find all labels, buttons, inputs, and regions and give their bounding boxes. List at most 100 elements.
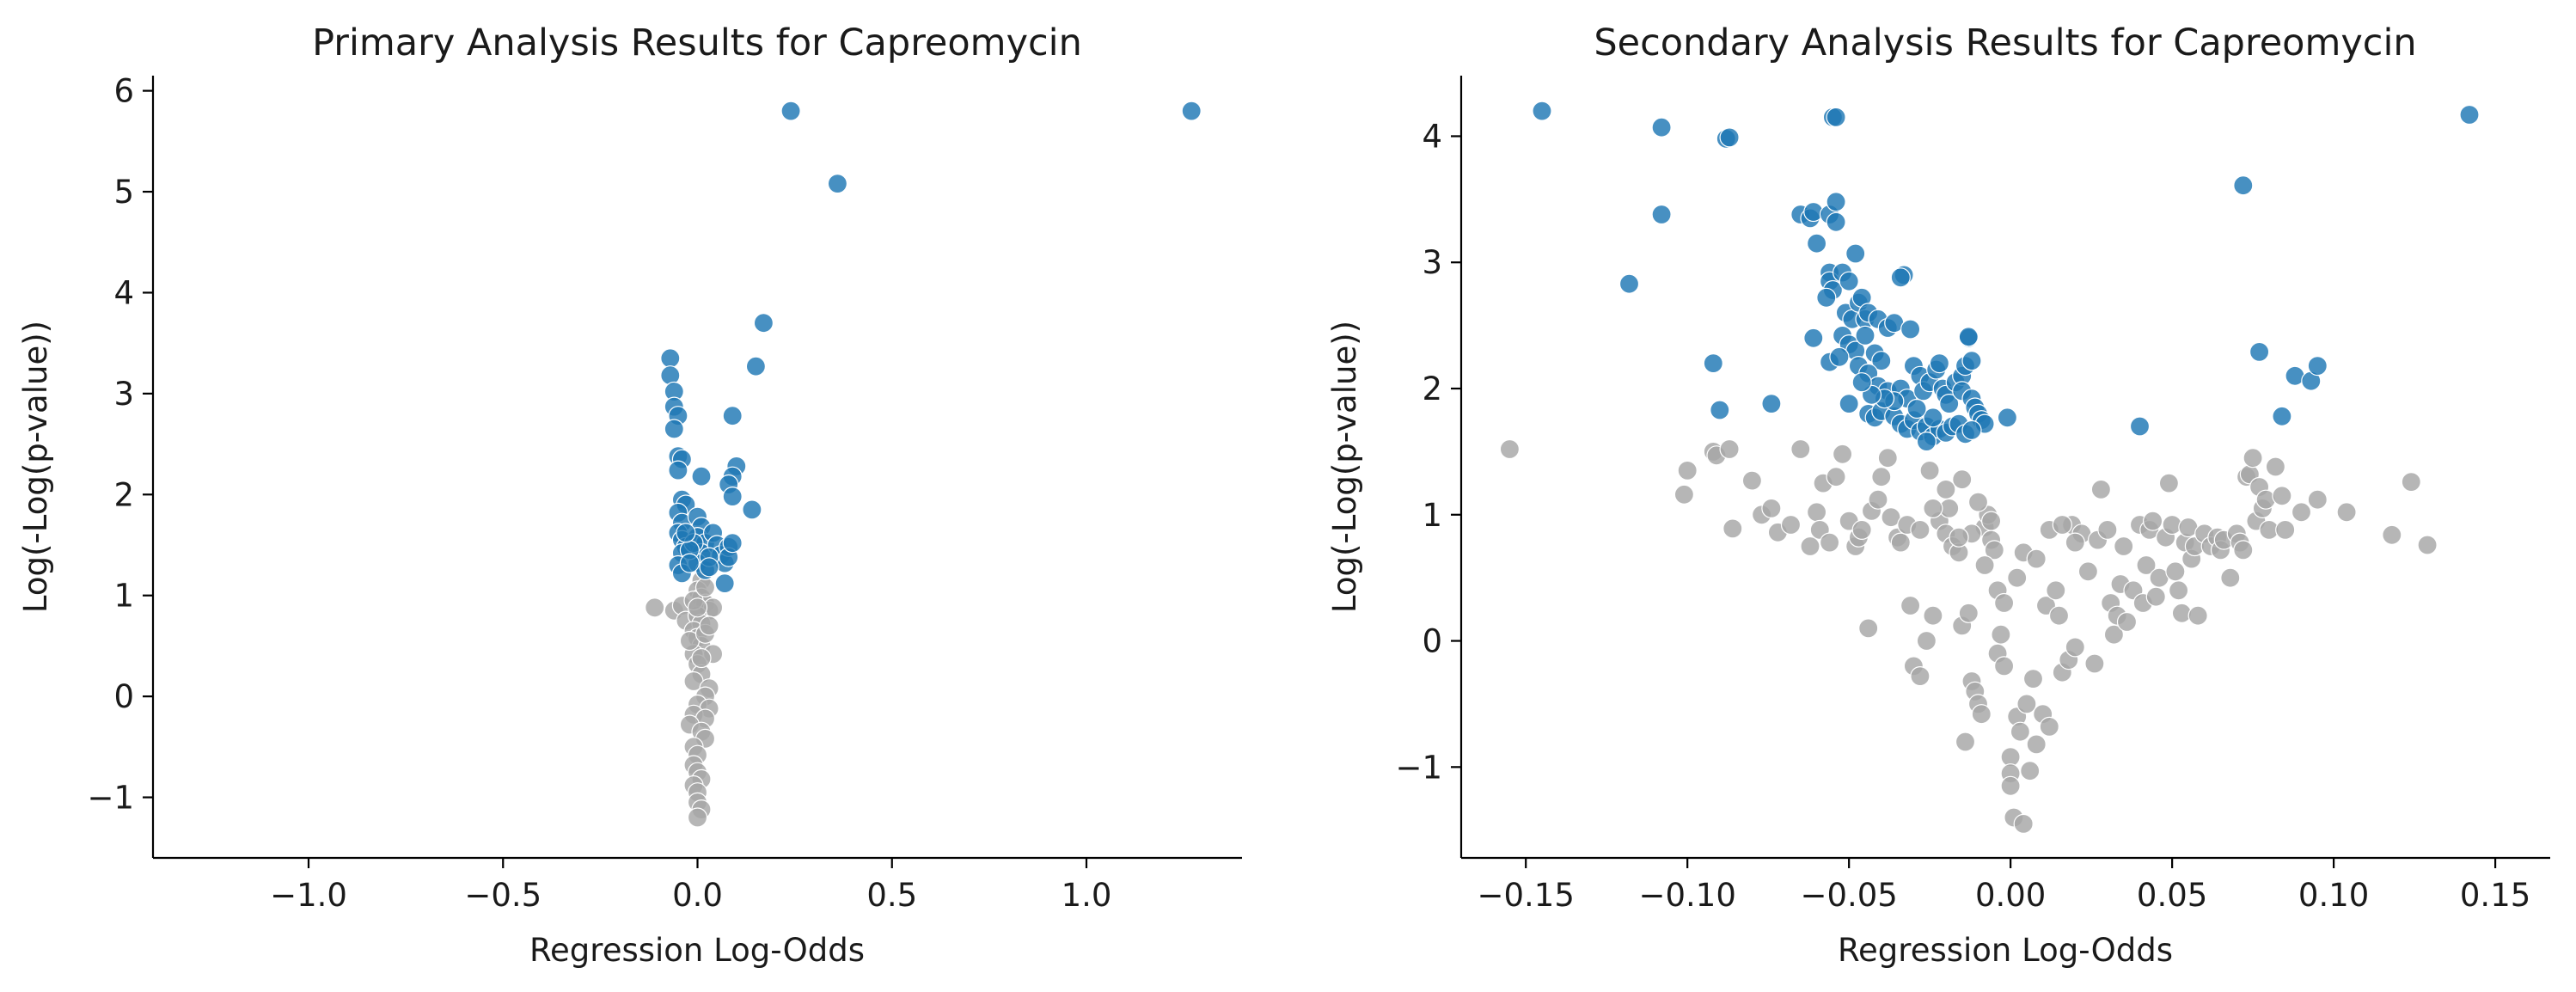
significant-point [1651, 204, 1672, 225]
non-significant-point [2275, 519, 2296, 541]
primary-analysis-panel: Primary Analysis Results for Capreomycin… [17, 21, 1242, 969]
non-significant-point [2077, 561, 2098, 582]
non-significant-point [2382, 524, 2402, 545]
significant-point [1839, 271, 1859, 291]
significant-point [1906, 398, 1927, 419]
non-significant-point [1826, 467, 1846, 487]
x-axis-label: Regression Log-Odds [529, 932, 865, 969]
chart-title: Primary Analysis Results for Capreomycin [312, 21, 1082, 64]
non-significant-point [2187, 605, 2208, 626]
y-tick-label: 4 [1422, 118, 1442, 155]
significant-point [1803, 328, 1824, 348]
non-significant-point [2039, 716, 2059, 738]
significant-point [742, 499, 762, 520]
x-tick-label: −1.0 [270, 877, 347, 914]
non-significant-point [2169, 580, 2189, 601]
non-significant-point [1936, 479, 1956, 500]
non-significant-point [1833, 444, 1853, 464]
x-tick-label: 0.15 [2460, 877, 2530, 914]
y-tick-label: 1 [113, 578, 134, 615]
non-significant-point [2016, 694, 2037, 714]
non-significant-point [1858, 618, 1879, 639]
scatter-points [1499, 101, 2480, 835]
axes: −0.15 −0.10 −0.05 0.00 0.05 0.10 0.15 −1 0 1 2 3 4 [1395, 76, 2550, 914]
non-significant-point [2417, 535, 2438, 555]
non-significant-point [1790, 438, 1811, 460]
y-tick-label: 3 [1422, 244, 1442, 281]
non-significant-point [1967, 492, 1989, 512]
non-significant-point [1719, 438, 1740, 460]
non-significant-point [1761, 498, 1782, 519]
y-tick-label: 2 [113, 476, 134, 513]
non-significant-point [699, 615, 719, 636]
non-significant-point [1910, 519, 1930, 541]
non-significant-point [1994, 656, 2015, 677]
non-significant-point [1741, 470, 1763, 491]
non-significant-point [2026, 548, 2047, 569]
significant-point [1703, 353, 1723, 374]
significant-point [1710, 400, 1730, 420]
secondary-analysis-panel: Secondary Analysis Results for Capreomyc… [1326, 21, 2550, 969]
non-significant-point [1673, 484, 1695, 505]
non-significant-point [1807, 502, 1827, 523]
non-significant-point [1820, 532, 1840, 553]
significant-point [1618, 273, 1640, 294]
x-tick-label: 0.0 [672, 877, 723, 914]
significant-point [691, 466, 712, 487]
significant-point [722, 486, 743, 507]
non-significant-point [694, 577, 716, 597]
y-tick-label: 4 [113, 274, 134, 311]
significant-point [1845, 243, 1866, 264]
y-tick-label: 3 [113, 376, 134, 413]
y-tick-label: 2 [1422, 370, 1442, 407]
non-significant-point [2000, 775, 2021, 796]
non-significant-point [1871, 467, 1892, 487]
non-significant-point [1890, 532, 1911, 553]
significant-point [1761, 394, 1782, 414]
significant-point [1939, 394, 1960, 414]
y-tick-label: 0 [1422, 623, 1442, 660]
x-tick-label: −0.15 [1477, 877, 1574, 914]
x-tick-label: 1.0 [1062, 877, 1112, 914]
significant-point [1900, 319, 1921, 340]
y-axis-label: Log(-Log(p-value)) [17, 321, 54, 613]
non-significant-point [2272, 486, 2292, 506]
non-significant-point [2046, 580, 2066, 601]
significant-point [2249, 341, 2270, 362]
non-significant-point [2243, 448, 2263, 468]
significant-point [753, 313, 774, 334]
y-tick-label: −1 [87, 780, 134, 817]
significant-point [699, 557, 719, 578]
non-significant-point [691, 647, 712, 669]
non-significant-point [1949, 527, 1969, 548]
non-significant-point [2143, 511, 2163, 531]
significant-point [722, 406, 743, 426]
non-significant-point [1991, 624, 2011, 645]
non-significant-point [1722, 518, 1743, 539]
non-significant-point [2090, 479, 2111, 500]
non-significant-point [1851, 519, 1872, 541]
significant-point [780, 101, 801, 121]
non-significant-point [2165, 561, 2186, 582]
significant-point [1829, 346, 1850, 367]
significant-point [722, 533, 743, 554]
non-significant-point [2114, 536, 2134, 557]
non-significant-point [2084, 653, 2105, 674]
non-significant-point [2116, 611, 2138, 633]
y-axis-label: Log(-Log(p-value)) [1326, 321, 1363, 613]
significant-point [1929, 353, 1949, 374]
scatter-points [645, 101, 1202, 828]
non-significant-point [2103, 624, 2124, 645]
non-significant-point [1984, 540, 2004, 560]
x-tick-label: −0.05 [1800, 877, 1897, 914]
significant-point [827, 174, 848, 194]
x-tick-label: 0.00 [1975, 877, 2046, 914]
non-significant-point [1923, 498, 1943, 519]
significant-point [1826, 211, 1846, 232]
significant-point [2129, 416, 2151, 437]
x-tick-label: 0.5 [866, 877, 917, 914]
non-significant-point [1923, 605, 1943, 626]
significant-point [1719, 127, 1740, 148]
non-significant-point [1994, 592, 2015, 614]
